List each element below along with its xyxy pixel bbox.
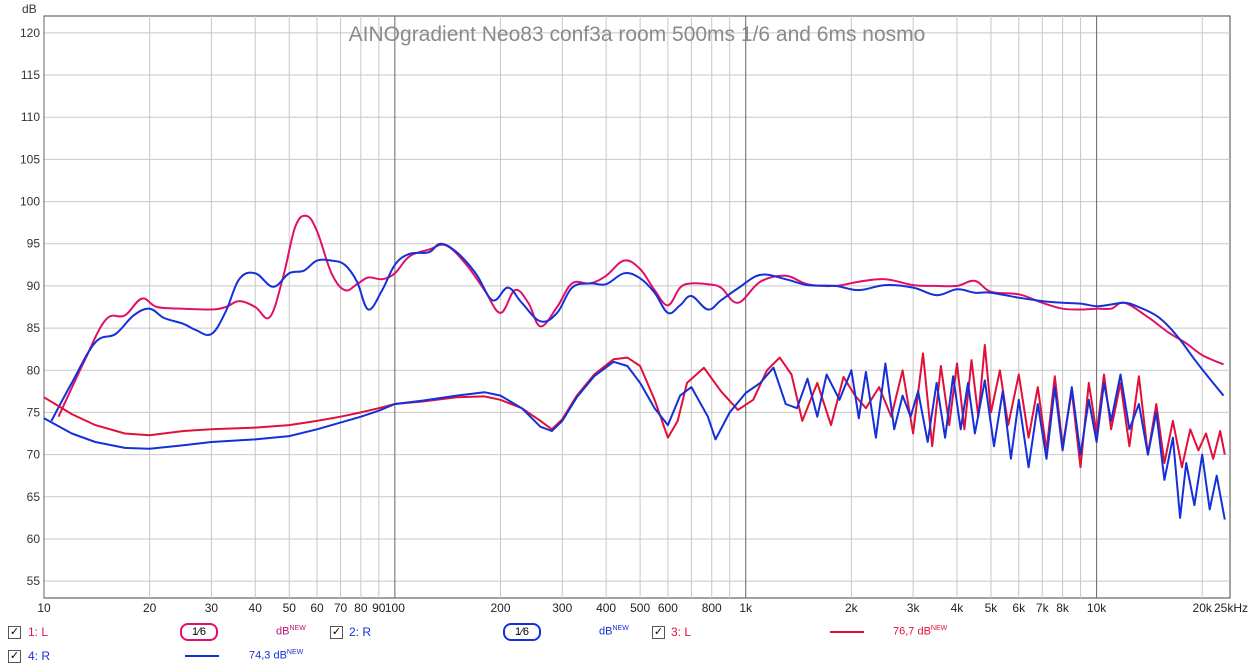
- series-2-unit: dBNEW: [599, 625, 629, 638]
- series-4-level: 74,3 dBNEW: [249, 649, 304, 662]
- series-1-label: 1: L: [28, 625, 49, 639]
- x-tick-label: 500: [630, 601, 650, 615]
- y-tick-label: 105: [20, 152, 40, 166]
- series-3-label: 3: L: [671, 625, 692, 639]
- y-axis-label: dB: [22, 2, 37, 16]
- y-tick-label: 85: [27, 321, 41, 335]
- series-3-checkbox[interactable]: ✓: [652, 626, 665, 639]
- x-tick-label: 6k: [1012, 601, 1026, 615]
- series-1-checkbox[interactable]: ✓: [8, 626, 21, 639]
- y-tick-label: 80: [27, 363, 41, 377]
- x-tick-label: 30: [205, 601, 219, 615]
- x-tick-label: 2k: [845, 601, 859, 615]
- y-tick-label: 90: [27, 279, 41, 293]
- x-tick-label: 10: [37, 601, 51, 615]
- y-tick-label: 70: [27, 448, 41, 462]
- x-tick-label: 7k: [1036, 601, 1050, 615]
- y-tick-label: 60: [27, 532, 41, 546]
- x-tick-label: 20k: [1193, 601, 1213, 615]
- x-axis-unit-label: 25kHz: [1214, 601, 1248, 615]
- series-2-label: 2: R: [349, 625, 372, 639]
- x-tick-label: 200: [490, 601, 510, 615]
- chart-title: AINOgradient Neo83 conf3a room 500ms 1/6…: [349, 23, 926, 46]
- x-tick-label: 4k: [951, 601, 965, 615]
- x-tick-label: 1k: [739, 601, 753, 615]
- x-tick-label: 400: [596, 601, 616, 615]
- x-tick-label: 3k: [907, 601, 921, 615]
- series-2-checkbox[interactable]: ✓: [330, 626, 343, 639]
- y-tick-label: 100: [20, 195, 40, 209]
- x-tick-label: 50: [283, 601, 297, 615]
- series-1-smoothing-button[interactable]: 1⁄6: [180, 623, 218, 641]
- x-tick-label: 20: [143, 601, 157, 615]
- x-tick-label: 80: [354, 601, 368, 615]
- y-tick-label: 65: [27, 490, 41, 504]
- x-tick-label: 10k: [1087, 601, 1107, 615]
- x-tick-label: 60: [310, 601, 324, 615]
- y-tick-label: 115: [21, 68, 40, 82]
- series-3-level: 76,7 dBNEW: [893, 625, 948, 638]
- series-4-checkbox[interactable]: ✓: [8, 650, 21, 663]
- series-lines: [43, 214, 1226, 520]
- x-tick-label: 300: [552, 601, 572, 615]
- series-4-swatch: [185, 655, 219, 657]
- x-tick-label: 8k: [1056, 601, 1070, 615]
- x-tick-label: 100: [385, 601, 405, 615]
- x-tick-label: 90: [372, 601, 386, 615]
- series-4-label: 4: R: [28, 649, 51, 663]
- x-tick-label: 70: [334, 601, 348, 615]
- series-line-2: [50, 242, 1225, 422]
- x-tick-label: 40: [249, 601, 263, 615]
- frequency-response-chart: dB 120 115 110 105 100 95 90 85 80 75 70 65 60 55 10 2…: [20, 2, 1248, 615]
- series-1-unit: dBNEW: [276, 625, 306, 638]
- plot-area: [43, 15, 1231, 599]
- x-tick-label: 800: [702, 601, 722, 615]
- y-tick-label: 110: [21, 110, 40, 124]
- y-tick-label: 95: [27, 237, 41, 251]
- series-2-smoothing-button[interactable]: 1⁄6: [503, 623, 541, 641]
- series-3-swatch: [830, 631, 864, 633]
- x-tick-label: 600: [658, 601, 678, 615]
- legend: ✓ 1: L 1⁄6 dBNEW ✓ 2: R 1⁄6 dBNEW ✓ 3: L…: [0, 620, 1252, 670]
- y-tick-label: 75: [27, 405, 41, 419]
- x-tick-label: 5k: [985, 601, 999, 615]
- y-tick-labels: 120 115 110 105 100 95 90 85 80 75 70 65 60 55: [20, 26, 40, 588]
- y-tick-label: 55: [27, 574, 41, 588]
- x-tick-labels: 10 20 30 40 50 60 70 80 90 100 200 300 400 500 600 800 1…: [37, 601, 1248, 615]
- grid-lines: [43, 16, 1230, 598]
- series-line-4: [43, 360, 1226, 520]
- series-line-3: [43, 344, 1226, 469]
- y-tick-label: 120: [20, 26, 40, 40]
